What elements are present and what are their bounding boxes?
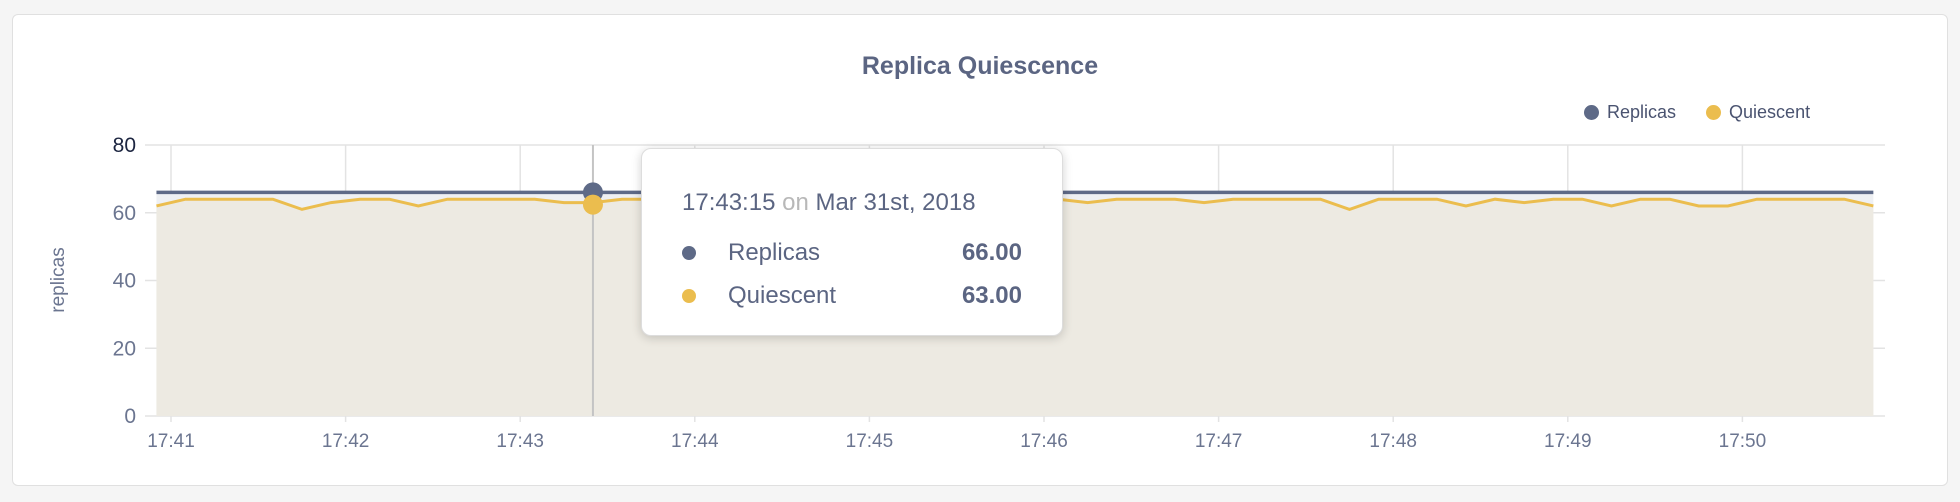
x-tick-label: 17:46	[1020, 431, 1068, 452]
tooltip-row-quiescent: Quiescent 63.00	[682, 282, 1022, 310]
legend-label: Quiescent	[1729, 102, 1811, 122]
tooltip-timestamp: 17:43:15 on Mar 31st, 2018	[682, 189, 976, 217]
legend: Replicas Quiescent	[1584, 102, 1810, 123]
tooltip-value: 63.00	[961, 282, 1022, 309]
x-tick-label: 17:50	[1719, 431, 1767, 452]
quiescent-dot-icon	[1706, 105, 1722, 120]
tooltip-value: 66.00	[961, 239, 1022, 266]
chart-title: Replica Quiescence	[861, 52, 1099, 80]
y-tick-label: 60	[113, 202, 136, 225]
legend-item-quiescent[interactable]: Quiescent	[1706, 102, 1810, 123]
replicas-dot-icon	[1584, 105, 1599, 120]
y-axis-label: replicas	[48, 247, 69, 312]
y-tick-label: 0	[124, 405, 136, 428]
x-tick-label: 17:49	[1544, 431, 1592, 452]
x-tick-label: 17:45	[846, 431, 894, 452]
tooltip-on: on	[782, 189, 809, 216]
y-tick-label: 80	[113, 134, 136, 157]
x-tick-label: 17:41	[147, 431, 195, 452]
tooltip-label: Quiescent	[728, 282, 837, 309]
x-tick-label: 17:44	[671, 431, 719, 452]
replicas-dot-icon	[682, 246, 696, 260]
quiescent-dot-icon	[682, 289, 696, 303]
hover-point-quiescent	[582, 194, 603, 215]
tooltip-label: Replicas	[728, 239, 821, 266]
y-tick-label: 20	[113, 337, 136, 360]
x-tick-label: 17:43	[496, 431, 544, 452]
tooltip-date: Mar 31st, 2018	[815, 189, 976, 216]
legend-label: Replicas	[1607, 102, 1677, 122]
legend-item-replicas[interactable]: Replicas	[1584, 102, 1676, 123]
x-tick-label: 17:47	[1195, 431, 1243, 452]
tooltip-time: 17:43:15	[682, 189, 776, 216]
x-tick-label: 17:48	[1369, 431, 1417, 452]
tooltip-row-replicas: Replicas 66.00	[682, 239, 1022, 267]
x-tick-label: 17:42	[322, 431, 370, 452]
y-tick-label: 40	[113, 270, 136, 293]
tooltip: 17:43:15 on Mar 31st, 2018 Replicas 66.0…	[641, 148, 1063, 336]
